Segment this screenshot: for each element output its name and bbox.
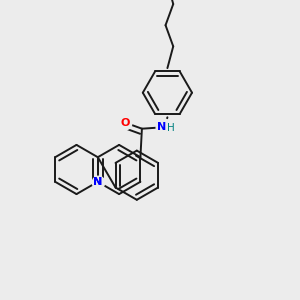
Text: N: N	[93, 177, 102, 187]
Text: O: O	[121, 118, 130, 128]
Text: N: N	[93, 177, 102, 187]
Text: N: N	[158, 122, 166, 132]
Text: H: H	[167, 123, 175, 133]
